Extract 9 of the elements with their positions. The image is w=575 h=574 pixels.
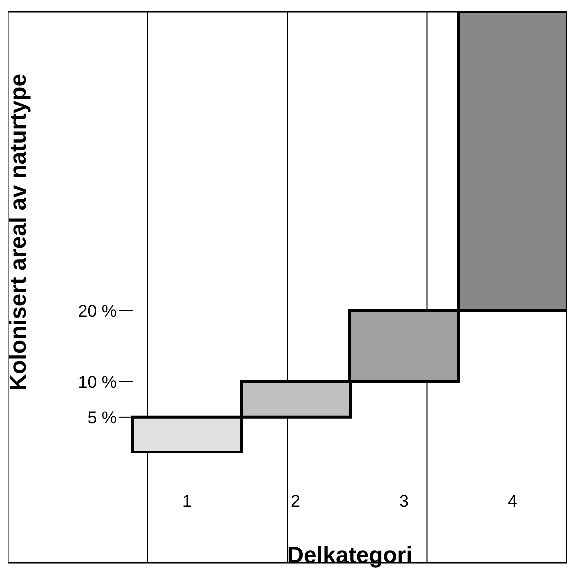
x-tick-label: 3 bbox=[400, 492, 409, 512]
y-axis-title: Kolonisert areal av naturtype bbox=[5, 74, 32, 391]
x-tick-label: 2 bbox=[291, 492, 300, 512]
y-tick-label: 5 % bbox=[88, 408, 117, 428]
x-axis-title: Delkategori bbox=[287, 542, 413, 568]
x-tick-label: 1 bbox=[182, 492, 192, 512]
y-tick-label: 10 % bbox=[78, 372, 117, 392]
y-tick-label: 20 % bbox=[78, 302, 117, 321]
x-tick-label: 4 bbox=[508, 492, 518, 512]
